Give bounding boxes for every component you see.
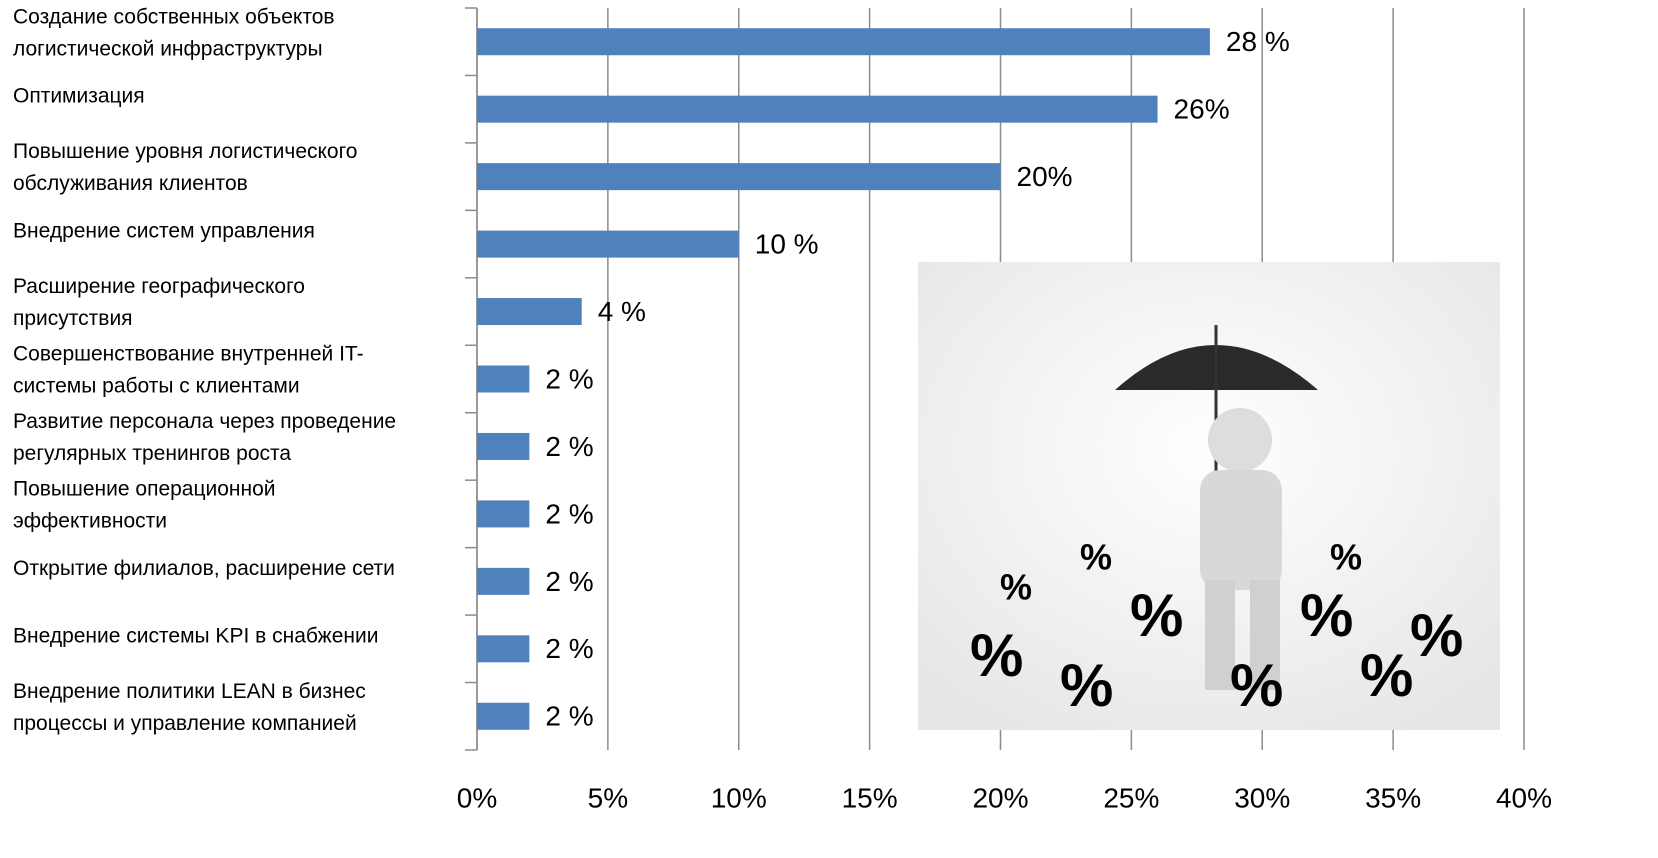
category-label-line: Внедрение систем управления xyxy=(13,220,315,243)
category-label: Повышение уровня логистического обслужива… xyxy=(13,140,357,195)
value-label: 4 % xyxy=(598,296,646,327)
value-label: 10 % xyxy=(755,228,819,259)
bar xyxy=(477,28,1210,56)
x-tick-label: 20% xyxy=(972,782,1028,813)
bar xyxy=(477,567,530,595)
value-label: 28 % xyxy=(1226,26,1290,57)
category-label: Оптимизация xyxy=(13,85,145,108)
bar xyxy=(477,95,1158,123)
category-label-line: Расширение географического xyxy=(13,275,305,298)
svg-text:%: % xyxy=(1300,582,1353,649)
category-label-line: регулярных тренингов роста xyxy=(13,442,291,465)
category-label: Открытие филиалов, расширение сети xyxy=(13,557,395,580)
bar xyxy=(477,365,530,393)
category-label-line: Совершенствование внутренней IT- xyxy=(13,343,364,366)
value-label: 2 % xyxy=(545,363,593,394)
category-label-line: Развитие персонала через проведение xyxy=(13,410,396,433)
svg-text:%: % xyxy=(1060,652,1113,719)
svg-text:%: % xyxy=(1330,537,1362,578)
x-tick-label: 5% xyxy=(588,782,628,813)
svg-text:%: % xyxy=(1080,537,1112,578)
value-label: 2 % xyxy=(545,566,593,597)
value-label: 26% xyxy=(1174,94,1230,125)
value-label: 2 % xyxy=(545,701,593,732)
category-label-line: присутствия xyxy=(13,307,133,330)
category-label-line: Внедрение системы KPI в снабжении xyxy=(13,624,378,647)
bar xyxy=(477,500,530,528)
category-label-line: Оптимизация xyxy=(13,85,145,108)
svg-text:%: % xyxy=(1230,652,1283,719)
category-label: Внедрение системы KPI в снабжении xyxy=(13,624,378,647)
svg-text:%: % xyxy=(1410,602,1463,669)
svg-text:%: % xyxy=(1360,642,1413,709)
category-label: Создание собственных объектов логистическ… xyxy=(13,5,335,60)
value-label: 2 % xyxy=(545,633,593,664)
svg-text:%: % xyxy=(970,622,1023,689)
category-label-line: Открытие филиалов, расширение сети xyxy=(13,557,395,580)
category-label-line: системы работы с клиентами xyxy=(13,375,300,398)
category-label-line: Повышение операционной xyxy=(13,477,276,500)
x-tick-label: 15% xyxy=(842,782,898,813)
svg-text:%: % xyxy=(1130,582,1183,649)
value-label: 20% xyxy=(1017,161,1073,192)
category-label-line: Внедрение политики LEAN в бизнес xyxy=(13,680,366,703)
category-label: Расширение географического присутствия xyxy=(13,275,305,330)
category-label: Внедрение политики LEAN в бизнес процессы… xyxy=(13,680,366,735)
plot: 0% 5% 10% 15% 20% 25% 30% 35% 40% Создание собств… xyxy=(13,5,1552,813)
x-tick-label: 10% xyxy=(711,782,767,813)
value-label: 2 % xyxy=(545,431,593,462)
svg-text:%: % xyxy=(1000,567,1032,608)
category-label: Совершенствование внутренней IT-системы … xyxy=(13,343,364,398)
x-tick-label: 25% xyxy=(1103,782,1159,813)
bar xyxy=(477,298,582,326)
x-tick-label: 35% xyxy=(1365,782,1421,813)
bar xyxy=(477,432,530,460)
category-label-line: логистической инфраструктуры xyxy=(13,37,323,60)
bar xyxy=(477,702,530,730)
x-tick-label: 40% xyxy=(1496,782,1552,813)
bar xyxy=(477,163,1001,191)
illustration: %%% %%% %% %% xyxy=(918,262,1500,730)
category-label-line: Создание собственных объектов xyxy=(13,5,335,28)
category-label-line: процессы и управление компанией xyxy=(13,712,357,735)
category-label: Повышение операционной эффективности xyxy=(13,477,276,532)
x-tick-label: 30% xyxy=(1234,782,1290,813)
category-label: Развитие персонала через проведение регул… xyxy=(13,410,396,465)
category-label-line: Повышение уровня логистического xyxy=(13,140,357,163)
category-label: Внедрение систем управления xyxy=(13,220,315,243)
bar xyxy=(477,635,530,663)
x-tick-label: 0% xyxy=(457,782,497,813)
bar xyxy=(477,230,739,258)
category-label-line: обслуживания клиентов xyxy=(13,172,248,195)
value-label: 2 % xyxy=(545,498,593,529)
category-label-line: эффективности xyxy=(13,509,167,532)
